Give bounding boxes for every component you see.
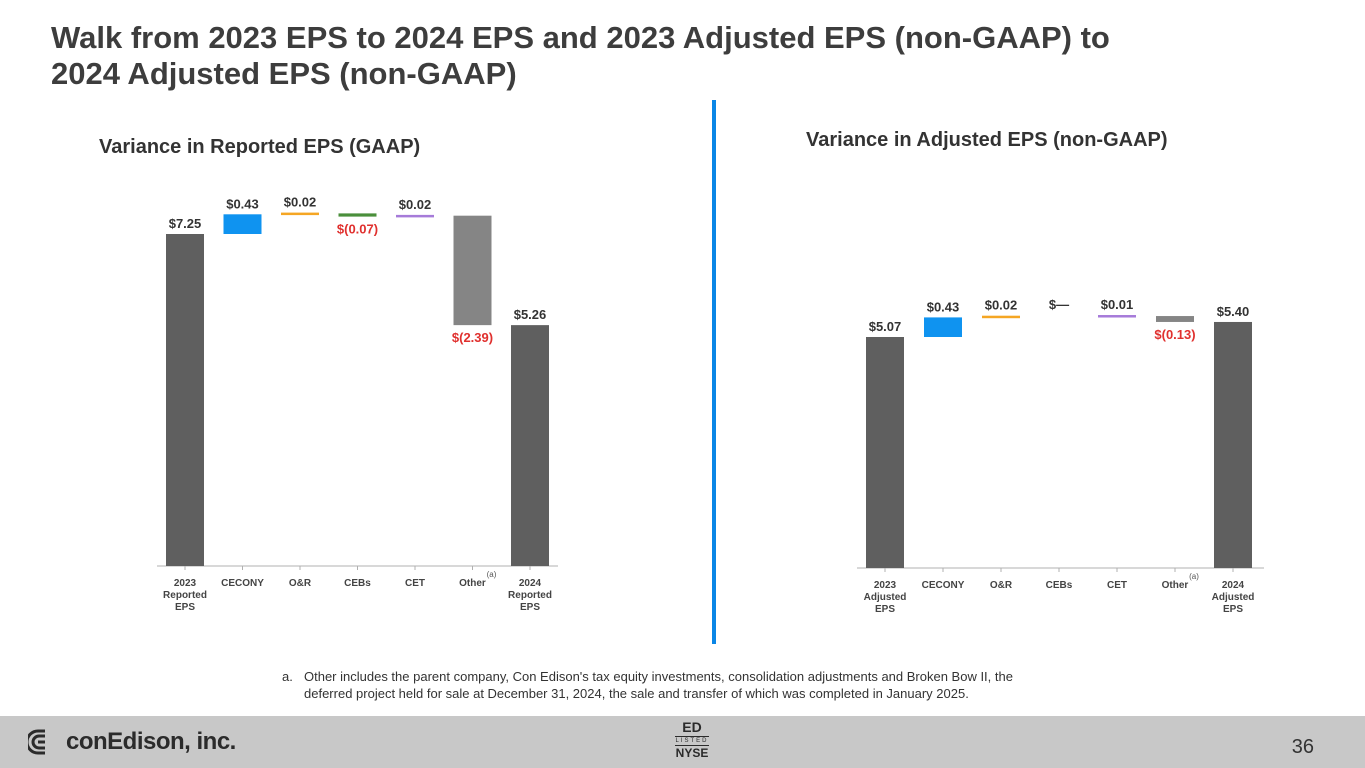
adjusted-bar-cecony — [924, 317, 962, 337]
listed-label: LISTED — [675, 736, 709, 746]
page-number: 36 — [1291, 736, 1314, 758]
adjusted-category-label: O&R — [990, 580, 1013, 591]
reported-value-label: $0.43 — [226, 196, 259, 211]
slide-title-line-1: Walk from 2023 EPS to 2024 EPS and 2023 … — [51, 20, 1110, 55]
adjusted-bar-2023-adjusted-eps — [866, 337, 904, 568]
adjusted-bar-2024-adjusted-eps — [1214, 321, 1252, 568]
reported-category-label: CET — [405, 578, 425, 589]
adjusted-value-label: $— — [1049, 297, 1069, 312]
adjusted-value-label: $5.40 — [1217, 304, 1250, 319]
adjusted-value-label: $0.02 — [985, 298, 1018, 313]
slide-title: Walk from 2023 EPS to 2024 EPS and 2023 … — [51, 20, 1251, 92]
adjusted-category-label: Adjusted — [864, 592, 907, 603]
adjusted-bar-o-r — [982, 315, 1020, 319]
footnote: a. Other includes the parent company, Co… — [282, 668, 1052, 702]
adjusted-category-label: EPS — [875, 604, 895, 615]
footer-bar: conEdison, inc. ED LISTED NYSE 36 — [0, 716, 1365, 768]
footnote-marker: a. — [282, 669, 293, 684]
adjusted-category-label: Adjusted — [1212, 592, 1255, 603]
reported-category-label: Reported — [163, 590, 207, 601]
exchange-name: NYSE — [675, 746, 709, 760]
adjusted-value-label: $5.07 — [869, 319, 902, 334]
reported-value-label: $(2.39) — [452, 330, 493, 345]
reported-bar-cecony — [223, 214, 262, 234]
reported-value-label: $7.25 — [169, 216, 202, 231]
reported-category-label: 2024 — [519, 578, 542, 589]
reported-category-label: CEBs — [344, 578, 371, 589]
adjusted-category-label: EPS — [1223, 604, 1243, 615]
reported-category-label: 2023 — [174, 578, 197, 589]
adjusted-bar-cet — [1098, 315, 1136, 318]
reported-bar-2024-reported-eps — [511, 325, 549, 566]
nyse-listed-badge: ED LISTED NYSE — [672, 720, 712, 760]
reported-value-label: $0.02 — [284, 195, 317, 210]
adjusted-bar-other — [1156, 316, 1194, 322]
reported-category-label: EPS — [520, 602, 540, 613]
reported-bar-cebs — [338, 213, 377, 217]
adjusted-value-label: $0.43 — [927, 299, 960, 314]
adjusted-category-label: 2024 — [1222, 580, 1245, 591]
footnote-text: Other includes the parent company, Con E… — [304, 669, 1013, 701]
left-chart-title: Variance in Reported EPS (GAAP) — [99, 136, 421, 158]
ticker-symbol: ED — [682, 719, 702, 735]
adjusted-category-label: 2023 — [874, 580, 897, 591]
reported-bar-other — [453, 215, 492, 326]
reported-category-label: CECONY — [221, 578, 264, 589]
company-name: conEdison, inc. — [66, 728, 236, 755]
reported-value-label: $0.02 — [399, 197, 432, 212]
adjusted-value-label: $(0.13) — [1154, 327, 1195, 342]
adjusted-category-label: CET — [1107, 580, 1127, 591]
reported-category-label: O&R — [289, 578, 312, 589]
reported-value-label: $(0.07) — [337, 222, 378, 237]
con-edison-mark-icon — [28, 729, 45, 755]
reported-footnote-marker: (a) — [487, 570, 497, 579]
reported-bar-o-r — [281, 212, 319, 216]
adjusted-value-label: $0.01 — [1101, 297, 1134, 312]
reported-category-label: Other — [459, 578, 486, 589]
adjusted-category-label: CECONY — [922, 580, 965, 591]
chart-divider — [712, 100, 716, 644]
reported-bar-2023-reported-eps — [166, 234, 204, 566]
slide-title-line-2: 2024 Adjusted EPS (non-GAAP) — [51, 56, 517, 91]
adjusted-footnote-marker: (a) — [1189, 572, 1199, 581]
adjusted-category-label: Other — [1162, 580, 1189, 591]
right-chart-title: Variance in Adjusted EPS (non-GAAP) — [806, 129, 1168, 151]
reported-category-label: Reported — [508, 590, 552, 601]
reported-value-label: $5.26 — [514, 307, 547, 322]
reported-category-label: EPS — [175, 602, 195, 613]
company-logo: conEdison, inc. — [28, 726, 236, 758]
reported-bar-cet — [396, 214, 434, 218]
adjusted-category-label: CEBs — [1046, 580, 1073, 591]
